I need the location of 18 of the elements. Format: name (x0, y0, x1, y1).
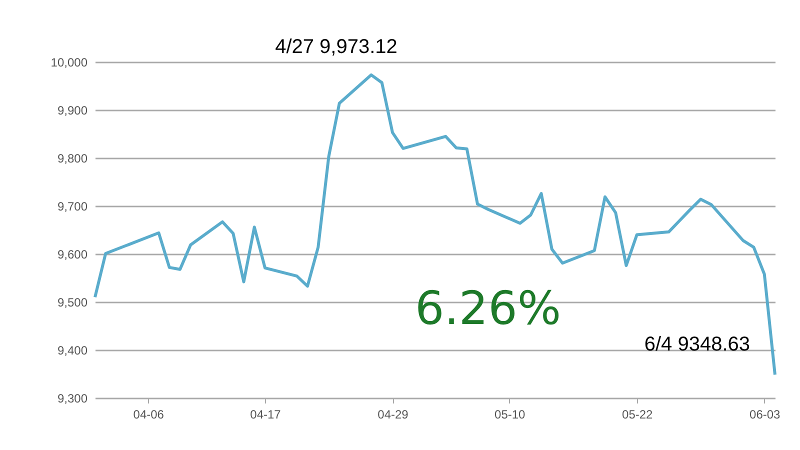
x-tick-label: 05-22 (622, 408, 654, 422)
y-tick-label: 9,600 (57, 248, 88, 262)
x-tick-label: 05-10 (494, 408, 526, 422)
annotation: 6/4 9348.63 (644, 334, 750, 356)
y-tick-label: 9,700 (57, 200, 88, 214)
x-tick-label: 04-06 (133, 408, 164, 422)
y-tick-label: 9,400 (57, 344, 88, 358)
y-tick-label: 9,300 (57, 392, 88, 406)
annotation: 4/27 9,973.12 (275, 36, 398, 58)
x-tick-label: 04-29 (378, 408, 409, 422)
y-tick-label: 9,800 (57, 152, 88, 166)
y-tick-label: 9,900 (57, 104, 88, 118)
line-series (94, 73, 776, 376)
x-tick-label: 04-17 (250, 408, 282, 422)
y-tick-label: 10,000 (50, 56, 88, 70)
y-tick-label: 9,500 (57, 296, 88, 310)
annotation: 6.26% (415, 281, 562, 335)
x-tick-label: 06-03 (750, 408, 781, 422)
